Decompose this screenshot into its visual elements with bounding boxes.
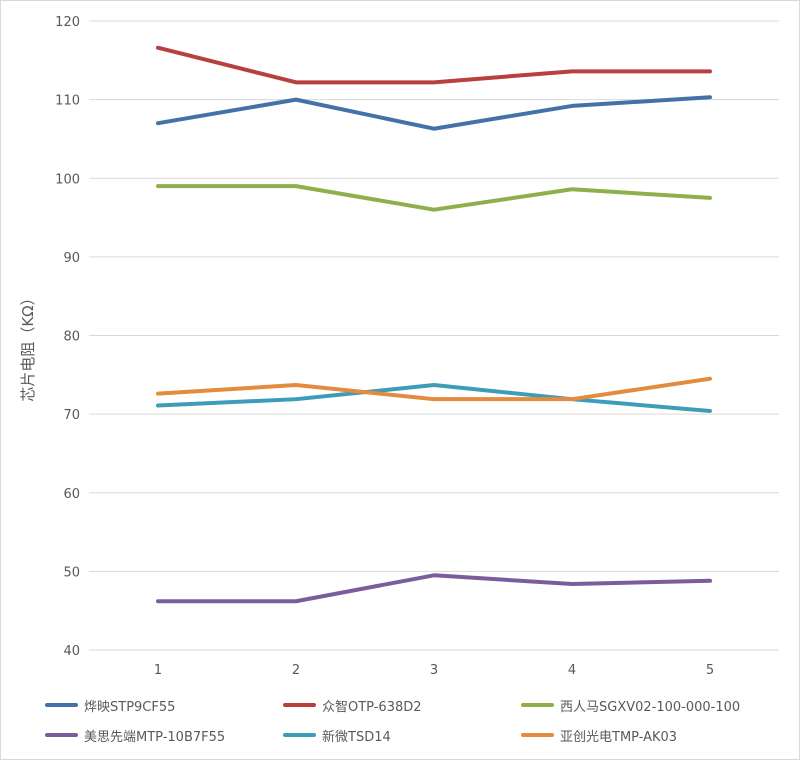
legend-item: 新微TSD14 [283,726,521,745]
x-tick-label: 5 [706,663,714,678]
legend-label: 亚创光电TMP-AK03 [560,729,678,745]
x-tick-label: 4 [568,663,576,678]
y-tick-label: 60 [63,487,80,502]
y-tick-label: 120 [55,15,80,30]
legend-item: 烨映STP9CF55 [45,696,283,715]
y-tick-label: 40 [63,644,80,659]
data-series [156,45,712,604]
series-line-5 [156,383,712,413]
x-tick-label: 1 [154,663,162,678]
y-axis-title: 芯片电阻（KΩ） [19,290,37,401]
legend-swatch [521,703,554,707]
series-line-2 [156,45,712,85]
grid-lines [89,20,779,651]
legend-swatch [45,703,78,707]
legend-swatch [283,733,316,737]
x-tick-label: 2 [292,663,300,678]
legend-item: 美思先端MTP-10B7F55 [45,726,283,745]
series-line-6 [156,376,712,402]
legend-label: 众智OTP-638D2 [322,699,422,715]
x-tick-label: 3 [430,663,438,678]
axes: 40 50 60 70 80 90 100 110 120 1 2 3 4 5 [55,15,779,678]
y-tick-label: 70 [63,408,80,423]
legend-label: 新微TSD14 [322,729,391,745]
line-chart-plot: 40 50 60 70 80 90 100 110 120 1 2 3 4 5 芯片电阻（KΩ） [19,15,779,678]
legend-swatch [521,733,554,737]
legend-item: 众智OTP-638D2 [283,696,521,715]
series-line-4 [156,573,712,604]
legend-swatch [45,733,78,737]
series-line-3 [156,184,712,212]
series-line-1 [156,95,712,131]
legend-label: 美思先端MTP-10B7F55 [84,729,226,745]
legend-label: 西人马SGXV02-100-000-100 [560,699,741,715]
y-tick-label: 50 [63,565,80,580]
legend-swatch [283,703,316,707]
legend-item: 亚创光电TMP-AK03 [521,726,785,745]
y-tick-label: 110 [55,94,80,109]
legend-item: 西人马SGXV02-100-000-100 [521,696,785,715]
y-tick-label: 100 [55,172,80,187]
legend-label: 烨映STP9CF55 [84,699,176,715]
y-tick-label: 90 [63,251,80,266]
chart-legend: 烨映STP9CF55 众智OTP-638D2 西人马SGXV02-100-000-1… [45,696,785,745]
y-tick-label: 80 [63,330,80,345]
